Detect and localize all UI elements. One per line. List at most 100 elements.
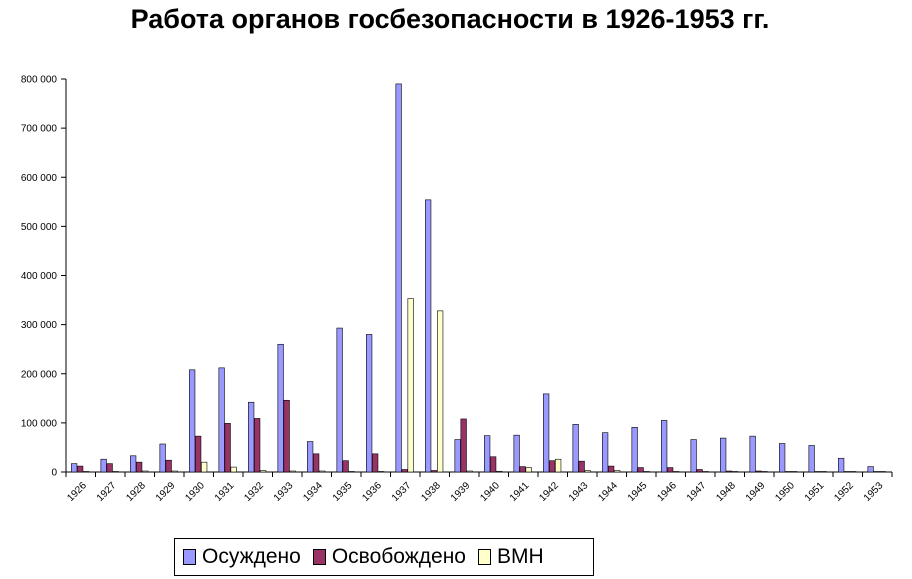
- bar-Освобождено-1931: [224, 423, 231, 473]
- x-tick-label: 1926: [65, 480, 89, 504]
- x-tick-label: 1937: [390, 480, 414, 504]
- bar-Освобождено-1938: [431, 470, 438, 473]
- legend-item-1: Освобождено: [312, 545, 466, 569]
- bar-Осуждено-1936: [366, 334, 373, 473]
- bar-ВМН-1929: [171, 470, 178, 473]
- x-tick-label: 1932: [242, 480, 266, 504]
- bar-Осуждено-1933: [277, 343, 284, 473]
- y-tick-label: 100 000: [21, 418, 58, 429]
- x-tick-label: 1941: [508, 480, 532, 504]
- bar-Освобождено-1948: [726, 470, 733, 473]
- legend-swatch-1: [312, 549, 326, 565]
- bar-Освобождено-1927: [106, 463, 113, 473]
- bar-ВМН-1930: [201, 461, 208, 473]
- x-tick-label: 1927: [95, 480, 119, 504]
- bar-ВМН-1932: [260, 470, 267, 473]
- x-tick-label: 1929: [154, 480, 178, 504]
- x-tick-label: 1948: [714, 480, 738, 504]
- legend-label-2: ВМН: [497, 545, 544, 568]
- bar-Освобождено-1929: [165, 459, 172, 473]
- x-tick-label: 1936: [360, 480, 384, 504]
- legend-swatch-0: [183, 549, 196, 565]
- y-tick-label: 300 000: [21, 320, 58, 331]
- bar-ВМН-1942: [555, 458, 562, 473]
- bar-ВМН-1946: [673, 471, 680, 473]
- bar-Освобождено-1934: [313, 453, 320, 473]
- bar-Освобождено-1932: [254, 418, 261, 473]
- legend-swatch-2: [478, 549, 491, 565]
- x-tick-label: 1930: [183, 480, 207, 504]
- bar-Осуждено-1940: [484, 435, 491, 473]
- x-tick-label: 1938: [419, 480, 443, 504]
- bar-Осуждено-1944: [602, 432, 609, 473]
- bar-Осуждено-1952: [838, 457, 845, 473]
- bar-ВМН-1934: [319, 470, 326, 473]
- bar-ВМН-1945: [643, 471, 650, 473]
- y-tick-label: 700 000: [21, 124, 58, 135]
- bar-Освобождено-1953: [873, 471, 880, 473]
- bar-Освобождено-1935: [342, 460, 349, 473]
- bar-ВМН-1947: [702, 471, 709, 473]
- bar-ВМН-1940: [496, 470, 503, 473]
- x-tick-label: 1952: [832, 480, 856, 504]
- bar-Осуждено-1935: [336, 327, 343, 473]
- bar-ВМН-1928: [142, 470, 149, 473]
- bar-Освобождено-1946: [667, 467, 674, 473]
- x-tick-label: 1943: [567, 480, 591, 504]
- bar-Освобождено-1950: [785, 471, 792, 473]
- legend-label-1: Освобождено: [331, 545, 466, 568]
- bar-Освобождено-1947: [696, 469, 703, 473]
- bar-Освобождено-1952: [844, 471, 851, 473]
- chart-title: Работа органов госбезопасности в 1926-19…: [130, 4, 770, 34]
- bar-ВМН-1949: [761, 471, 768, 473]
- bar-ВМН-1953: [879, 471, 886, 473]
- bar-Освобождено-1930: [195, 435, 202, 473]
- bar-Освобождено-1933: [283, 399, 290, 473]
- bar-Осуждено-1932: [248, 401, 255, 473]
- bar-ВМН-1938: [437, 310, 444, 473]
- x-tick-label: 1940: [478, 480, 502, 504]
- bar-Освобождено-1949: [755, 470, 762, 473]
- bar-Осуждено-1934: [307, 441, 314, 473]
- bar-Освобождено-1944: [608, 465, 615, 473]
- x-tick-label: 1953: [862, 480, 886, 504]
- bar-ВМН-1950: [791, 471, 798, 473]
- bar-Осуждено-1943: [572, 424, 579, 473]
- bar-ВМН-1935: [348, 471, 355, 473]
- legend-item-0: Осуждено: [183, 545, 301, 569]
- x-tick-label: 1933: [272, 480, 296, 504]
- bar-Осуждено-1947: [690, 439, 697, 473]
- bar-Освобождено-1939: [460, 418, 467, 473]
- bar-Осуждено-1950: [779, 443, 786, 473]
- y-tick-label: 600 000: [21, 173, 58, 184]
- x-tick-label: 1949: [744, 480, 768, 504]
- bar-ВМН-1937: [407, 298, 414, 473]
- bar-Осуждено-1926: [71, 463, 78, 473]
- bar-Осуждено-1930: [189, 369, 196, 473]
- bar-Освобождено-1940: [490, 456, 497, 473]
- x-tick-label: 1946: [655, 480, 679, 504]
- y-tick-label: 0: [51, 468, 57, 479]
- bar-Осуждено-1928: [130, 455, 137, 473]
- bar-Освобождено-1941: [519, 466, 526, 473]
- bar-Осуждено-1931: [218, 367, 225, 473]
- bar-ВМН-1948: [732, 471, 739, 473]
- bar-ВМН-1931: [230, 466, 237, 473]
- bar-Осуждено-1945: [631, 426, 638, 473]
- bar-Освобождено-1928: [136, 461, 143, 473]
- x-tick-label: 1947: [685, 480, 709, 504]
- y-tick-label: 500 000: [21, 222, 58, 233]
- x-tick-label: 1944: [596, 480, 620, 504]
- bar-Осуждено-1929: [159, 443, 166, 473]
- x-tick-label: 1945: [626, 480, 650, 504]
- chart-legend: Осуждено Освобождено ВМН: [174, 538, 594, 576]
- x-tick-label: 1950: [773, 480, 797, 504]
- legend-item-2: ВМН: [478, 545, 544, 569]
- bar-ВМН-1952: [850, 471, 857, 473]
- x-tick-label: 1939: [449, 480, 473, 504]
- bar-ВМН-1939: [466, 470, 473, 473]
- bar-Освобождено-1945: [637, 467, 644, 473]
- bar-Осуждено-1941: [513, 434, 520, 473]
- bar-ВМН-1927: [112, 471, 119, 473]
